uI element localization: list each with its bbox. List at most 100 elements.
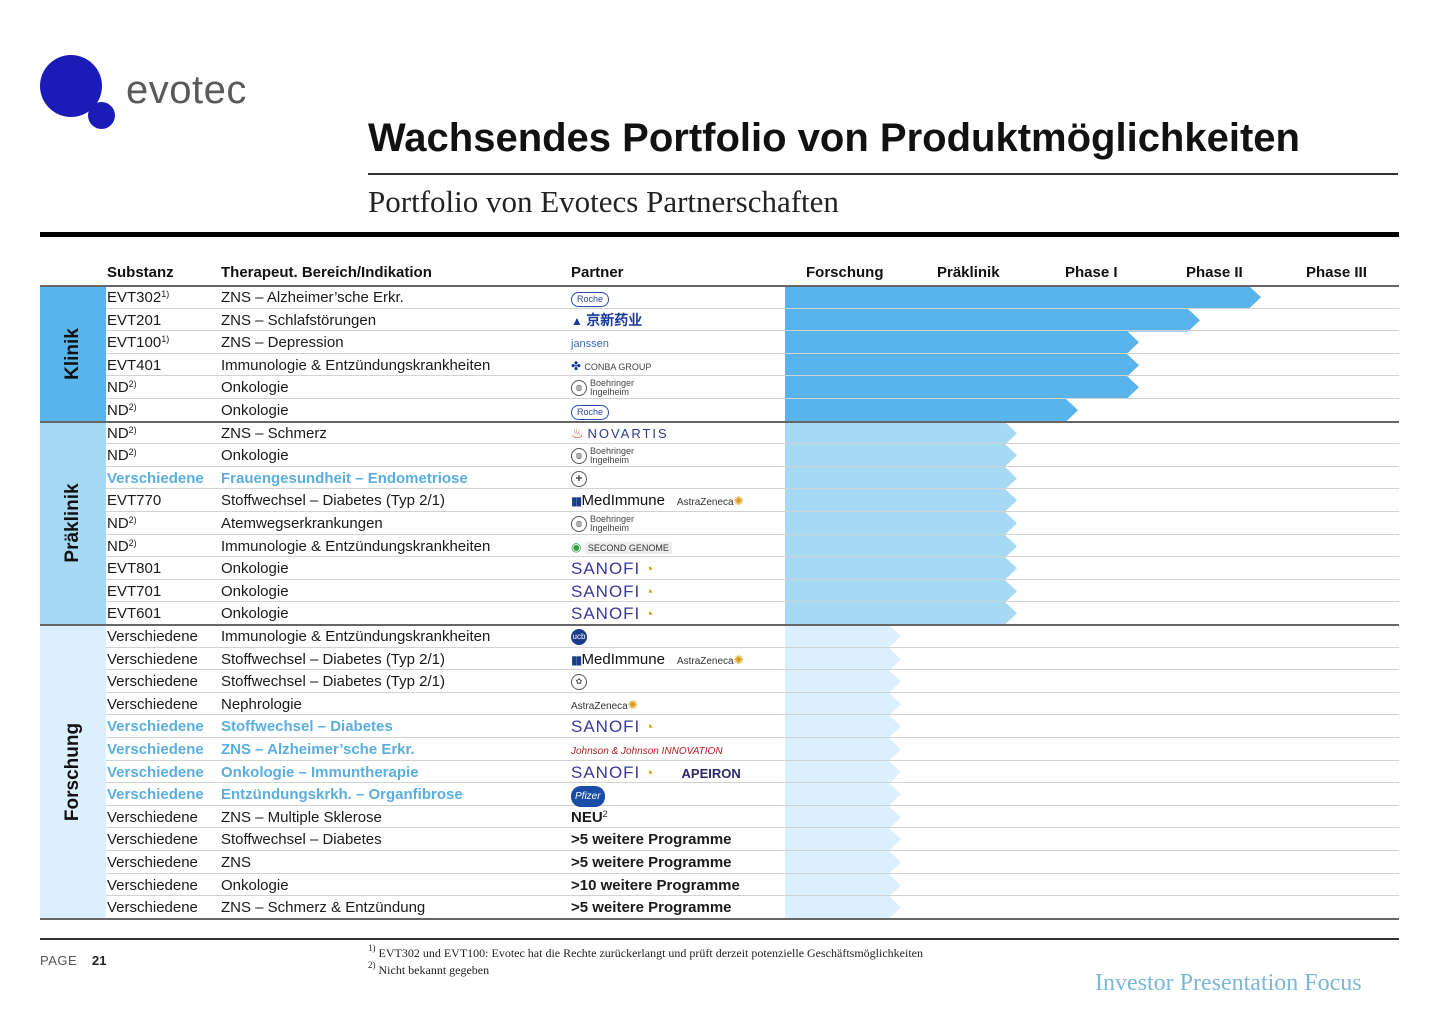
astrazeneca-symbol-icon: ✺ xyxy=(627,697,638,712)
cell-substanz: Verschiedene xyxy=(107,695,198,714)
col-header-forschung: Forschung xyxy=(806,264,884,281)
substanz-text: Verschiedene xyxy=(107,650,198,668)
footer-tagline: Investor Presentation Focus xyxy=(1095,970,1362,996)
footer-rule xyxy=(40,938,1399,940)
progress-arrow xyxy=(785,399,1080,422)
col-header-phase2: Phase II xyxy=(1186,264,1243,281)
footnote-marker: 2) xyxy=(128,379,137,390)
row-separator xyxy=(106,533,1399,535)
row-separator xyxy=(106,578,1399,580)
progress-arrow-shape xyxy=(785,692,901,716)
table-row: Verschiedene ZNS – Multiple Sklerose NEU2 xyxy=(40,805,1399,829)
cell-partner: SANOFI ◔ xyxy=(571,604,654,624)
sanofi-bird-icon: ◔ xyxy=(640,606,654,624)
cell-substanz: Verschiedene xyxy=(107,740,204,759)
cell-bereich: Stoffwechsel – Diabetes (Typ 2/1) xyxy=(221,492,446,510)
astrazeneca-logo: AstraZeneca xyxy=(676,497,734,509)
section-band-forschung: Forschung xyxy=(40,625,106,919)
cell-substanz: Verschiedene xyxy=(107,672,198,691)
substanz-text: ND xyxy=(107,402,129,419)
cell-bereich: Atemwegserkrankungen xyxy=(221,515,383,532)
janssen-logo: janssen xyxy=(571,338,609,351)
table-row: Verschiedene Stoffwechsel – Diabetes SANOF… xyxy=(40,715,1399,738)
cell-bereich: Onkologie xyxy=(221,402,289,419)
table-row: Verschiedene Stoffwechsel – Diabetes >5 we… xyxy=(40,828,1399,851)
cell-substanz: EVT801 xyxy=(107,559,161,578)
medimmune-logo: MedImmune xyxy=(581,492,665,510)
cell-partner: Roche xyxy=(571,288,610,307)
cell-substanz: Verschiedene xyxy=(107,469,204,488)
table-row: ND2) Atemwegserkrankungen ◍ Boehringer Inge… xyxy=(40,512,1399,535)
progress-arrow-shape xyxy=(785,353,1139,377)
sanofi-logo: SANOFI xyxy=(571,717,641,737)
cell-bereich: Frauengesundheit – Endometriose xyxy=(221,469,468,487)
row-separator xyxy=(106,488,1399,490)
progress-arrow-shape xyxy=(785,579,1017,603)
sanofi-logo: SANOFI xyxy=(571,762,641,782)
row-separator xyxy=(106,352,1399,354)
cell-bereich: Stoffwechsel – Diabetes (Typ 2/1) xyxy=(221,673,446,691)
progress-arrow xyxy=(785,421,1019,445)
cell-partner: ◉ SECOND GENOME xyxy=(571,537,672,558)
boehringer-logo-icon: ◍ xyxy=(571,380,587,397)
cell-bereich: Onkologie xyxy=(221,560,289,578)
cell-partner: ✿ xyxy=(571,672,587,691)
cell-bereich: Immunologie & Entzündungskrankheiten xyxy=(221,537,491,555)
cell-bereich: ZNS – Schlafstörungen xyxy=(221,311,377,329)
table-row: Verschiedene ZNS – Alzheimer’sche Erkr. Jo… xyxy=(40,738,1399,761)
table-row: ND2) Onkologie Roche xyxy=(40,399,1399,422)
substanz-text: Verschiedene xyxy=(107,786,204,804)
section-label-praeklinik: Präklinik xyxy=(62,483,83,563)
table-row: EVT3021) ZNS – Alzheimer’sche Erkr. Roche xyxy=(40,286,1399,309)
table-top-rule xyxy=(40,232,1399,237)
substanz-text: Verschiedene xyxy=(107,854,198,871)
cell-partner: ✤ CONBA GROUP xyxy=(571,356,651,376)
section-band-klinik: Klinik xyxy=(40,286,106,422)
progress-arrow-shape xyxy=(785,308,1200,332)
boehringer-logo: Boehringer Ingelheim xyxy=(590,378,635,398)
substanz-text: ND xyxy=(107,424,129,442)
johnson-johnson-logo: Johnson & Johnson INNOVATION xyxy=(571,746,723,757)
progress-arrow xyxy=(785,692,903,716)
footnote-2-text: Nicht bekannt gegeben xyxy=(378,963,490,977)
row-separator xyxy=(106,556,1399,558)
row-separator xyxy=(106,849,1399,851)
partner-text: NEU xyxy=(571,808,603,826)
progress-arrow xyxy=(785,715,903,738)
sanofi-bird-icon: ◔ xyxy=(640,561,654,579)
cell-partner: NEU2 xyxy=(571,808,608,827)
cell-partner: SANOFI ◔ xyxy=(571,582,654,602)
sanofi-logo: SANOFI xyxy=(571,559,641,579)
cell-partner: ◍ Boehringer Ingelheim xyxy=(571,378,640,397)
section-divider xyxy=(40,285,1399,287)
progress-arrow-shape xyxy=(785,647,901,671)
cell-bereich: Onkologie xyxy=(221,605,289,623)
progress-arrow xyxy=(785,783,903,806)
progress-arrow xyxy=(785,512,1019,535)
progress-arrow xyxy=(785,557,1019,580)
sanofi-logo: SANOFI xyxy=(571,604,641,624)
cell-partner: Johnson & Johnson INNOVATION xyxy=(571,740,723,761)
cell-partner: SANOFI ◔ APEIRON xyxy=(571,763,741,783)
progress-arrow xyxy=(785,828,903,851)
seal-logo-icon: ✿ xyxy=(571,674,587,691)
row-separator xyxy=(106,804,1399,806)
cell-substanz: ND2) xyxy=(107,514,137,533)
conba-logo: CONBA GROUP xyxy=(584,361,652,372)
substanz-text: EVT701 xyxy=(107,582,162,600)
progress-arrow-shape xyxy=(785,331,1139,354)
substanz-text: Verschiedene xyxy=(107,628,198,645)
title-divider xyxy=(368,173,1398,175)
sanofi-bird-icon: ◔ xyxy=(640,583,654,601)
cell-substanz: EVT701 xyxy=(107,582,161,601)
medimmune-logo-icon: ▮▮ xyxy=(571,652,582,667)
progress-arrow-shape xyxy=(785,602,1017,625)
cell-substanz: Verschiedene xyxy=(107,876,198,895)
progress-arrow xyxy=(785,873,903,897)
substanz-text: EVT302 xyxy=(107,289,162,306)
progress-arrow-shape xyxy=(785,896,901,919)
cell-bereich: Onkologie xyxy=(221,379,289,397)
row-separator xyxy=(106,307,1399,309)
progress-arrow xyxy=(785,308,1202,332)
cell-substanz: Verschiedene xyxy=(107,785,204,804)
